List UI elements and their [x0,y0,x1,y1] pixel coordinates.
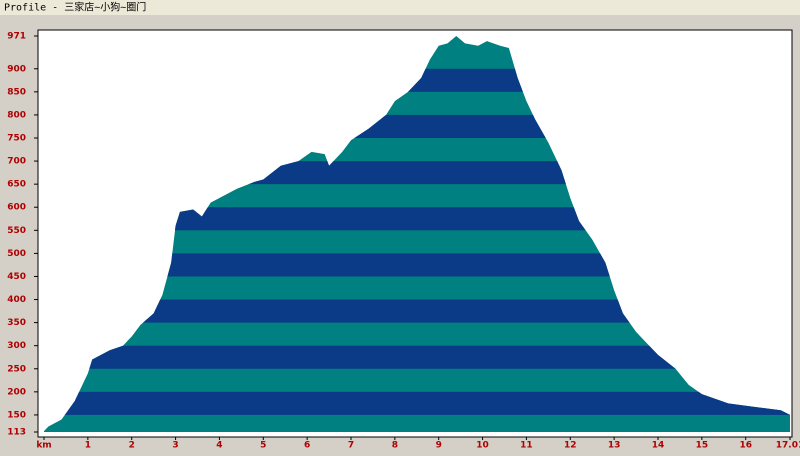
y-tick-label: 400 [7,295,26,305]
y-tick-label: 200 [7,387,26,397]
title-bar [0,0,800,15]
x-tick-label: km [36,441,51,451]
x-tick-label: 12 [564,441,577,451]
stripe [44,299,790,323]
x-tick-label: 9 [436,441,442,451]
x-tick-label: 6 [304,441,310,451]
x-tick-label: 5 [260,441,266,451]
x-tick-label: 15 [696,441,709,451]
x-tick-label: 3 [172,441,178,451]
x-tick-label: 16 [739,441,752,451]
y-tick-label: 800 [7,110,26,120]
x-tick-label: 14 [652,441,665,451]
elevation-area [44,36,790,432]
x-tick-label: 17.01 [776,441,800,451]
y-tick-label: 250 [7,364,26,374]
y-tick-label: 650 [7,180,26,190]
x-tick-label: 4 [216,441,222,451]
x-tick-label: 8 [392,441,398,451]
stripe [44,345,790,369]
y-tick-label: 900 [7,64,26,74]
x-tick-label: 11 [520,441,533,451]
stripe [44,391,790,415]
x-tick-label: 1 [85,441,91,451]
y-tick-label: 500 [7,249,26,259]
x-tick-label: 10 [476,441,489,451]
y-tick-label: 450 [7,272,26,282]
y-tick-label: 113 [7,428,26,438]
x-tick-label: 7 [348,441,354,451]
y-tick-label: 750 [7,134,26,144]
x-tick-label: 2 [129,441,135,451]
y-tick-label: 600 [7,203,26,213]
y-tick-label: 350 [7,318,26,328]
x-tick-label: 13 [608,441,621,451]
y-tick-label: 550 [7,226,26,236]
y-tick-label: 150 [7,410,26,420]
y-tick-label: 850 [7,87,26,97]
y-tick-label: 971 [7,32,26,42]
y-tick-label: 300 [7,341,26,351]
y-tick-label: 700 [7,157,26,167]
window-title: Profile - 三家店~小狗~圈门 [4,1,146,14]
